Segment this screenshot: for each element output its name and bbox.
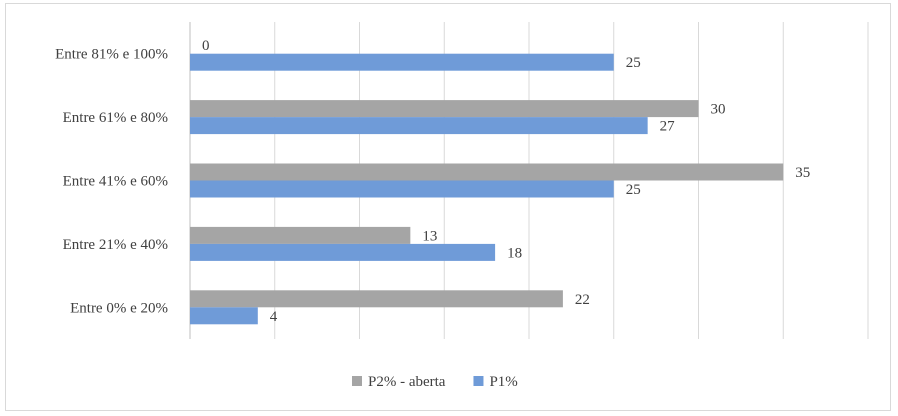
data-labels: 22 4 13 18 35 25 30 27 0 25 [202,38,810,325]
category-label: Entre 61% e 80% [63,110,168,126]
data-label: 25 [626,182,641,198]
bar-p2-aberta [190,290,563,308]
bar-p1 [190,180,614,198]
legend-swatch [352,376,362,386]
category-label: Entre 41% e 60% [63,174,168,190]
category-label: Entre 21% e 40% [63,237,168,253]
legend-label: P1% [489,374,517,390]
bar-p1 [190,243,496,261]
legend: P2% - aberta P1% [352,374,518,390]
data-label: 18 [507,245,522,261]
category-labels: Entre 0% e 20% Entre 21% e 40% Entre 41% e… [55,47,168,317]
data-label: 4 [270,309,278,325]
bar-p2-aberta [190,163,784,181]
bars [190,53,784,325]
bar-p2-aberta [190,100,699,118]
data-label: 27 [660,119,676,135]
legend-swatch [473,376,484,386]
data-label: 22 [575,292,590,308]
data-label: 0 [202,38,210,54]
legend-label: P2% - aberta [368,374,446,390]
bar-p1 [190,307,258,325]
data-label: 13 [422,228,437,244]
data-label: 30 [711,102,726,118]
bar-p2-aberta [190,226,411,244]
data-label: 25 [626,55,641,71]
bar-p1 [190,53,614,71]
chart-frame [5,3,891,411]
data-label: 35 [795,165,810,181]
category-label: Entre 0% e 20% [70,300,168,316]
bar-p1 [190,117,648,135]
category-label: Entre 81% e 100% [55,47,168,63]
